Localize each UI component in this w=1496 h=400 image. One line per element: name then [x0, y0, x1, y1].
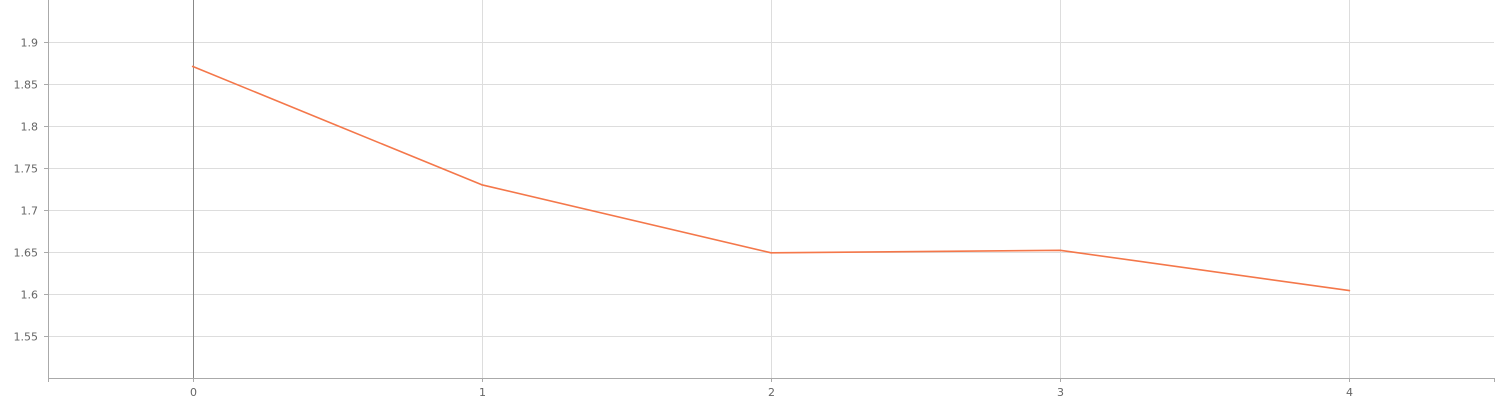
- axes: [44, 0, 1495, 382]
- x-tick-label: 4: [1346, 386, 1353, 399]
- data-point: [770, 252, 772, 254]
- tick-labels: 1.55 1.6 1.65 1.7 1.75 1.8 1.85 1.9 0 1 2 3 4: [14, 37, 1354, 400]
- y-tick-label: 1.65: [14, 247, 39, 260]
- data-point: [1348, 289, 1351, 292]
- grid-lines: [48, 0, 1494, 378]
- y-tick-label: 1.7: [21, 205, 39, 218]
- y-tick-label: 1.9: [21, 37, 39, 50]
- data-point: [1059, 249, 1061, 252]
- data-point: [191, 65, 194, 68]
- y-tick-label: 1.75: [14, 163, 39, 176]
- y-tick-label: 1.6: [21, 289, 39, 302]
- y-tick-label: 1.85: [14, 79, 39, 92]
- x-tick-label: 0: [190, 386, 197, 399]
- x-tick-label: 2: [768, 386, 775, 399]
- x-tick-label: 3: [1057, 386, 1064, 399]
- series-group: [191, 65, 1351, 292]
- data-point: [481, 184, 483, 186]
- y-tick-label: 1.55: [14, 331, 39, 344]
- x-tick-label: 1: [479, 386, 486, 399]
- y-tick-label: 1.8: [21, 121, 39, 134]
